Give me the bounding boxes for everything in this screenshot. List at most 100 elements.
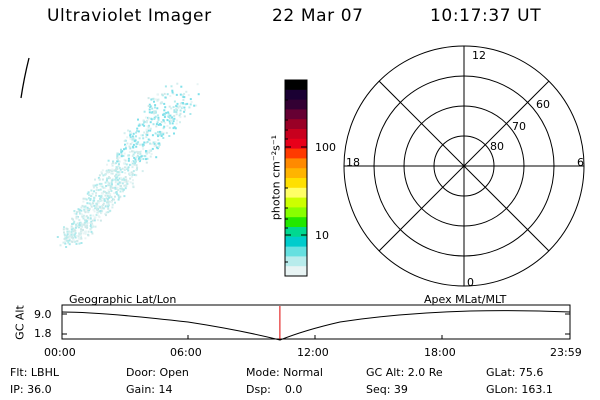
aurora-pixel [127,157,130,160]
aurora-pixel [73,233,76,236]
aurora-pixel [69,236,72,239]
aurora-pixel [156,133,159,136]
aurora-pixel [80,232,83,235]
aurora-pixel [141,143,144,146]
aurora-pixel [95,206,98,209]
aurora-pixel [159,133,162,136]
aurora-pixel [157,131,159,133]
aurora-pixel [98,195,101,197]
aurora-pixel [105,197,108,200]
aurora-pixel [76,217,79,220]
aurora-pixel [107,207,110,210]
colorbar-segment [285,129,307,140]
aurora-pixel [125,166,128,169]
aurora-pixel [109,169,112,172]
aurora-pixel [163,102,166,105]
aurora-pixel [147,138,150,141]
aurora-pixel [105,214,107,217]
aurora-pixel [92,208,95,211]
colorbar-axis-label: photon cm⁻²s⁻¹ [269,134,283,221]
aurora-pixel [86,221,89,224]
aurora-pixel [173,100,176,103]
aurora-pixel [114,184,117,187]
status-ip: IP: 36.0 [10,383,52,396]
aurora-pixel [124,176,127,178]
timeline-y-axis-label: GC Alt [13,305,27,340]
aurora-pixel [139,158,142,161]
aurora-pixel [157,139,160,141]
aurora-pixel [95,194,97,197]
aurora-pixel [81,215,84,218]
aurora-pixel [104,213,107,215]
aurora-pixel [132,179,134,182]
aurora-pixel [157,145,160,148]
aurora-pixel [104,172,107,175]
aurora-pixel [126,168,129,170]
aurora-pixel [88,209,91,212]
aurora-pixel [123,195,126,198]
geographic-label: Geographic Lat/Lon [69,293,177,306]
aurora-pixel [101,185,104,188]
aurora-pixel [179,109,182,112]
aurora-pixel [117,183,120,186]
aurora-pixel [150,143,153,146]
aurora-pixel [143,131,146,134]
aurora-pixel [154,132,157,135]
aurora-pixel [74,229,77,232]
aurora-pixel [63,231,65,234]
aurora-pixel [151,98,154,100]
aurora-pixel [90,189,93,192]
aurora-pixel [116,173,119,176]
aurora-pixel [99,188,102,191]
aurora-pixel [99,207,102,210]
aurora-pixel [130,131,132,134]
aurora-pixel [117,189,120,191]
aurora-pixel [106,170,108,173]
aurora-pixel [114,186,117,189]
aurora-pixel [120,155,123,158]
aurora-pixel [134,158,137,161]
polar-plot [343,45,585,287]
colorbar-segment [285,158,307,169]
aurora-pixel [64,235,67,238]
aurora-pixel [162,137,165,139]
aurora-pixel [87,216,89,219]
aurora-pixel [127,180,130,183]
aurora-pixel [85,220,88,223]
aurora-pixel [103,198,106,201]
aurora-pixel [183,109,186,112]
aurora-pixel [149,149,152,152]
aurora-pixel [72,227,75,230]
aurora-pixel [156,107,159,110]
aurora-pixel [118,153,121,156]
aurora-pixel [171,89,174,92]
aurora-pixel [79,230,82,233]
aurora-pixel [120,151,123,154]
aurora-pixel [66,237,69,240]
colorbar-segment [285,236,307,248]
aurora-pixel [145,128,148,131]
aurora-pixel [78,219,81,222]
aurora-pixel [148,124,150,127]
aurora-pixel [100,172,103,175]
aurora-pixel [129,133,132,136]
aurora-pixel [155,146,158,149]
aurora-pixel [121,171,124,174]
aurora-pixel [131,145,134,148]
aurora-pixel [135,135,137,138]
aurora-pixel [78,232,81,235]
aurora-pixel [84,237,87,240]
aurora-pixel [123,152,126,155]
aurora-pixel [87,208,90,210]
aurora-pixel [182,93,185,96]
aurora-pixel [155,156,158,159]
aurora-pixel [135,164,138,167]
status-dsp: Dsp: 0.0 [246,383,303,396]
aurora-pixel [174,109,177,112]
aurora-pixel [151,111,154,114]
aurora-pixel [100,182,103,185]
aurora-pixel [138,137,141,140]
aurora-pixel [85,215,88,218]
aurora-pixel [91,232,94,235]
aurora-pixel [90,226,93,229]
